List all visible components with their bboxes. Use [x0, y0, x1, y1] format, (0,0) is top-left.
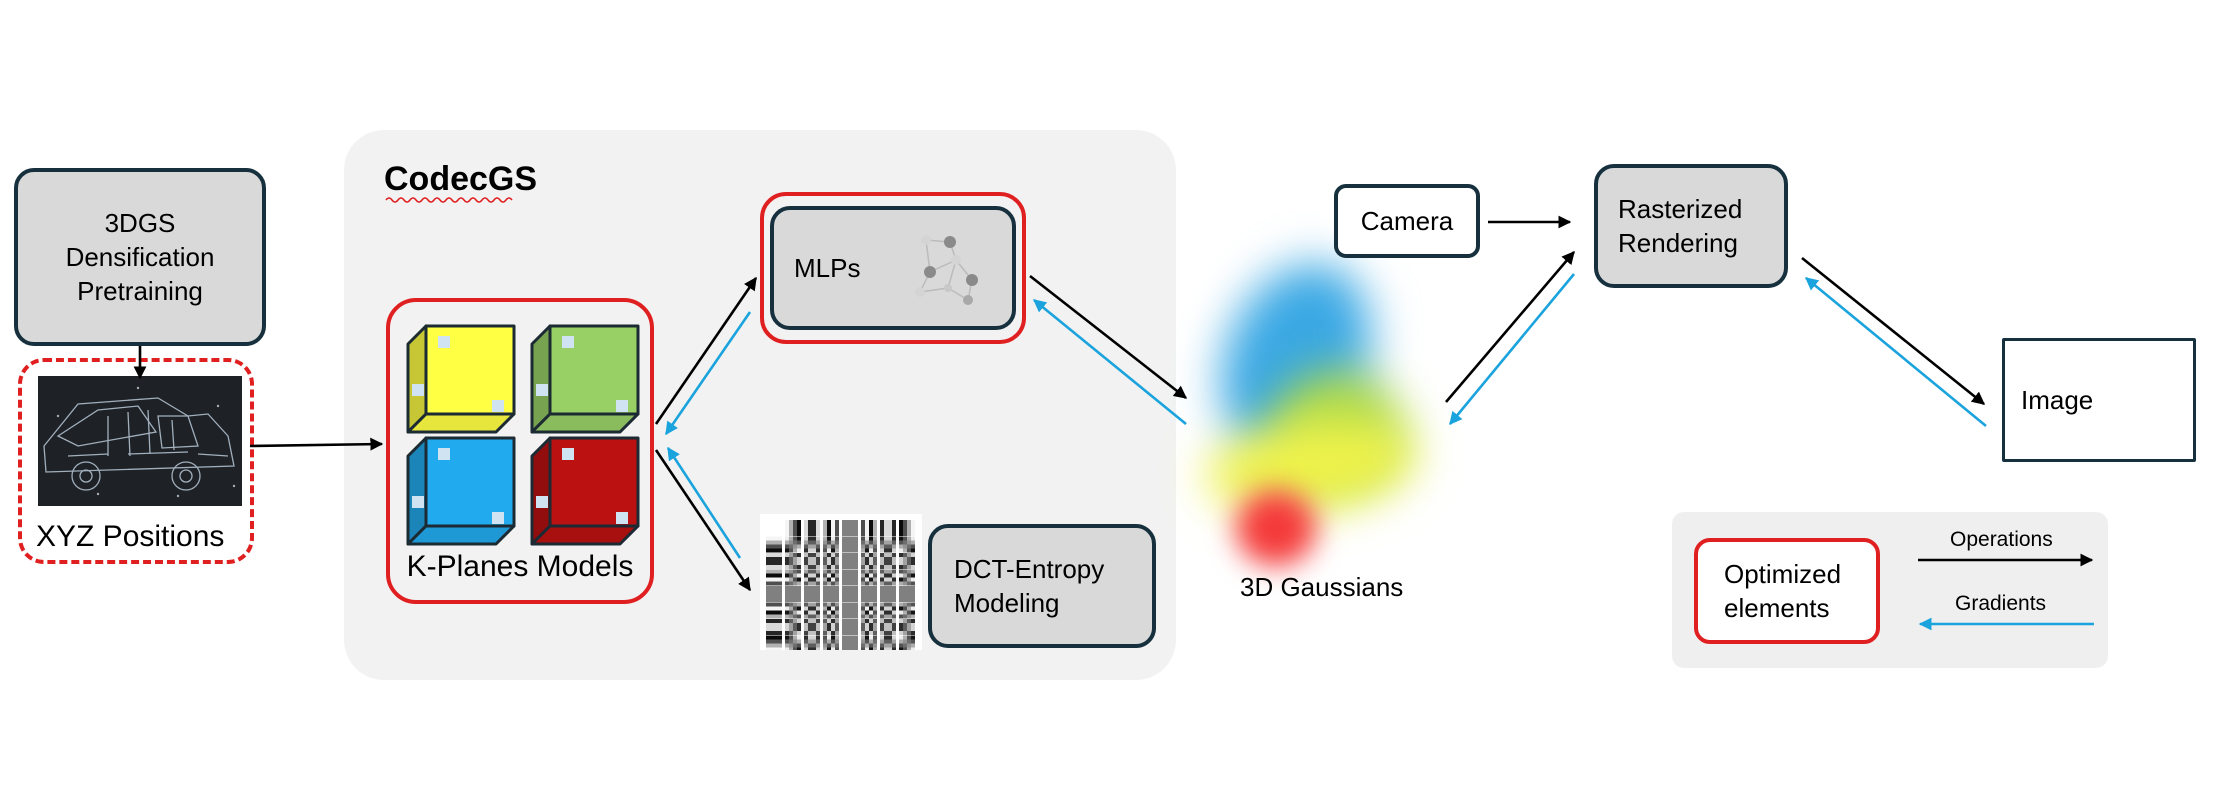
pretraining-line1: 3DGS [104, 208, 176, 238]
cube-red [530, 436, 640, 546]
mlps-box: MLPs [770, 206, 1016, 330]
legend-optimized-line2: elements [1724, 593, 1830, 623]
cube-yellow [406, 324, 516, 434]
rasterized-rendering-box: Rasterized Rendering [1594, 164, 1788, 288]
gaussian-red [1236, 490, 1316, 566]
pretraining-line2: Densification [65, 242, 215, 272]
kplanes-label: K-Planes Models [406, 550, 634, 583]
cube-green [530, 324, 640, 434]
image-label: Image [2021, 385, 2094, 415]
xyz-positions-frame [18, 358, 254, 564]
raster-line2: Rendering [1618, 228, 1738, 258]
dct-basis-image [760, 514, 922, 650]
raster-line1: Rasterized [1618, 194, 1743, 224]
legend-optimized-line1: Optimized [1724, 559, 1842, 589]
camera-box: Camera [1334, 184, 1480, 258]
dct-box: DCT-Entropy Modeling [928, 524, 1156, 648]
gaussians-label: 3D Gaussians [1240, 572, 1404, 602]
gaussians-blobs [1190, 241, 1490, 590]
mlps-label: MLPs [794, 253, 861, 283]
cube-blue [406, 436, 516, 546]
point-cloud-image [38, 376, 242, 506]
legend-optimized-box: Optimized elements [1694, 538, 1880, 644]
dct-line1: DCT-Entropy [954, 554, 1105, 584]
kplanes-frame [386, 298, 654, 604]
camera-label: Camera [1360, 206, 1454, 236]
network-icon [915, 235, 978, 305]
pretraining-box: 3DGS Densification Pretraining [14, 168, 266, 346]
codecgs-title: CodecGS [384, 160, 538, 198]
pretraining-line3: Pretraining [77, 276, 203, 306]
legend-gradients-label: Gradients [1955, 592, 2047, 615]
image-box: Image [2002, 338, 2196, 462]
dct-line2: Modeling [954, 588, 1060, 618]
legend-operations-label: Operations [1950, 528, 2053, 551]
xyz-positions-label: XYZ Positions [36, 520, 225, 553]
mlps-frame [760, 192, 1026, 344]
